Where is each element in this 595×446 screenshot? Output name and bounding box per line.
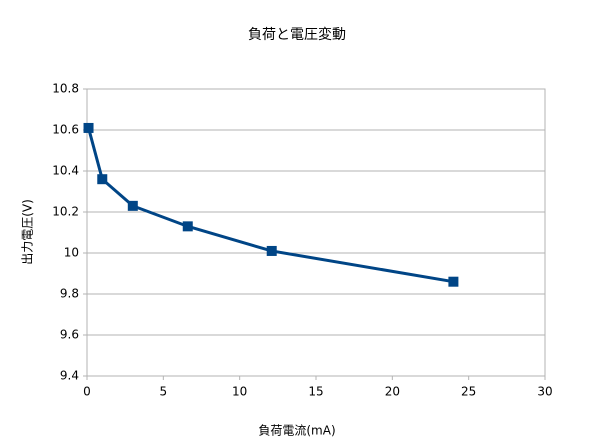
x-tick-label: 25 <box>461 385 476 399</box>
x-tick-label: 0 <box>83 385 91 399</box>
x-tick-label: 20 <box>385 385 400 399</box>
y-tick-label: 10 <box>64 246 79 260</box>
y-tick-label: 9.4 <box>60 369 79 383</box>
marker <box>97 174 108 185</box>
marker <box>448 276 459 287</box>
y-tick-label: 9.6 <box>60 328 79 342</box>
x-tick-label: 5 <box>160 385 168 399</box>
y-tick-label: 10.2 <box>52 205 79 219</box>
y-tick-label: 10.6 <box>52 123 79 137</box>
x-tick-label: 15 <box>308 385 323 399</box>
marker <box>127 200 138 211</box>
marker <box>83 122 94 133</box>
marker <box>266 245 277 256</box>
y-tick-label: 10.8 <box>52 82 79 96</box>
y-tick-label: 10.4 <box>52 164 79 178</box>
x-axis-label: 負荷電流(mA) <box>258 424 335 438</box>
y-tick-label: 9.8 <box>60 287 79 301</box>
x-tick-label: 10 <box>232 385 247 399</box>
marker <box>182 221 193 232</box>
plot-border <box>86 88 546 377</box>
x-tick-label: 30 <box>537 385 552 399</box>
y-axis-label: 出力電圧(V) <box>21 199 35 265</box>
series-line <box>87 127 454 284</box>
chart-title: 負荷と電圧変動 <box>248 26 346 43</box>
